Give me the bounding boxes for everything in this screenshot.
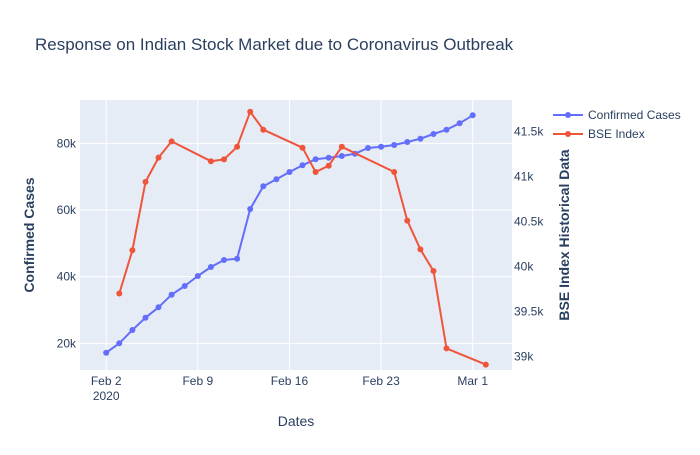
data-point[interactable] bbox=[325, 162, 332, 169]
data-point[interactable] bbox=[482, 361, 489, 368]
data-point[interactable] bbox=[168, 138, 175, 145]
data-point[interactable] bbox=[430, 268, 437, 274]
data-point[interactable] bbox=[312, 156, 319, 163]
y-axis-right-title: BSE Index Historical Data bbox=[556, 149, 572, 320]
y-right-tick-label: 39.5k bbox=[514, 305, 544, 319]
data-point[interactable] bbox=[286, 169, 293, 175]
data-point[interactable] bbox=[417, 246, 424, 253]
y-left-tick-label: 80k bbox=[57, 136, 77, 150]
data-point[interactable] bbox=[221, 156, 227, 163]
data-point[interactable] bbox=[417, 135, 424, 142]
y-left-tick-label: 20k bbox=[57, 336, 77, 350]
data-point[interactable] bbox=[155, 304, 162, 311]
y-axis-left-title: Confirmed Cases bbox=[21, 177, 37, 292]
data-point[interactable] bbox=[221, 257, 227, 263]
data-point[interactable] bbox=[142, 314, 149, 321]
data-point[interactable] bbox=[168, 291, 175, 298]
series-bse-index bbox=[116, 108, 489, 368]
legend-label-bse-index: BSE Index bbox=[588, 127, 645, 141]
data-point[interactable] bbox=[129, 247, 136, 254]
data-point[interactable] bbox=[338, 143, 345, 150]
data-point[interactable] bbox=[207, 158, 214, 165]
chart-title: Response on Indian Stock Market due to C… bbox=[35, 35, 514, 54]
data-point[interactable] bbox=[247, 108, 254, 115]
data-point[interactable] bbox=[443, 126, 450, 133]
data-point[interactable] bbox=[312, 169, 319, 175]
data-point[interactable] bbox=[129, 327, 136, 333]
data-point[interactable] bbox=[207, 264, 214, 270]
data-point[interactable] bbox=[116, 290, 123, 297]
data-point[interactable] bbox=[391, 142, 398, 148]
x-tick-sublabel: 2020 bbox=[93, 389, 120, 403]
data-point[interactable] bbox=[234, 255, 241, 262]
y-right-tick-label: 40.5k bbox=[514, 215, 544, 229]
data-point[interactable] bbox=[378, 143, 385, 150]
series-line-bse-index bbox=[118, 110, 487, 366]
legend-marker-icon bbox=[565, 131, 571, 137]
data-point[interactable] bbox=[260, 126, 267, 133]
plot-area bbox=[80, 100, 512, 370]
data-point[interactable] bbox=[299, 162, 306, 169]
data-point[interactable] bbox=[391, 169, 398, 175]
x-tick-label: Feb 9 bbox=[182, 374, 213, 388]
x-axis-title: Dates bbox=[278, 413, 315, 429]
y-left-tick-label: 60k bbox=[57, 203, 77, 217]
data-point[interactable] bbox=[365, 145, 371, 151]
x-tick-label: Feb 23 bbox=[362, 374, 400, 388]
data-point[interactable] bbox=[430, 131, 437, 137]
data-point[interactable] bbox=[299, 144, 306, 151]
data-point[interactable] bbox=[194, 273, 201, 279]
legend-label-confirmed-cases: Confirmed Cases bbox=[588, 108, 681, 122]
y-right-tick-label: 39k bbox=[514, 350, 534, 364]
data-point[interactable] bbox=[404, 139, 411, 145]
legend-item-bse-index[interactable]: BSE Index bbox=[553, 127, 645, 141]
data-point[interactable] bbox=[234, 143, 241, 150]
grid-lines bbox=[80, 100, 512, 370]
data-point[interactable] bbox=[181, 283, 188, 289]
legend-item-confirmed-cases[interactable]: Confirmed Cases bbox=[553, 108, 681, 122]
data-point[interactable] bbox=[338, 153, 345, 159]
y-right-tick-label: 40k bbox=[514, 260, 534, 274]
legend-marker-icon bbox=[565, 112, 571, 118]
x-tick-label: Feb 2 bbox=[91, 374, 122, 388]
series-confirmed-cases bbox=[103, 112, 476, 356]
data-point[interactable] bbox=[404, 217, 411, 224]
x-tick-label: Mar 1 bbox=[457, 374, 488, 388]
series-layer bbox=[103, 108, 489, 368]
data-point[interactable] bbox=[116, 340, 123, 347]
y-right-tick-label: 41.5k bbox=[514, 125, 544, 139]
data-point[interactable] bbox=[260, 183, 267, 190]
x-tick-label: Feb 16 bbox=[271, 374, 309, 388]
y-left-tick-label: 40k bbox=[57, 270, 77, 284]
data-point[interactable] bbox=[443, 345, 450, 352]
legend[interactable]: Confirmed Cases BSE Index bbox=[553, 108, 681, 141]
data-point[interactable] bbox=[325, 154, 332, 161]
y-right-tick-label: 41k bbox=[514, 170, 534, 184]
data-point[interactable] bbox=[155, 154, 162, 161]
data-point[interactable] bbox=[247, 206, 254, 212]
data-point[interactable] bbox=[103, 349, 110, 356]
data-point[interactable] bbox=[456, 120, 463, 127]
data-point[interactable] bbox=[273, 176, 280, 183]
data-point[interactable] bbox=[142, 178, 149, 185]
data-point[interactable] bbox=[469, 112, 476, 119]
